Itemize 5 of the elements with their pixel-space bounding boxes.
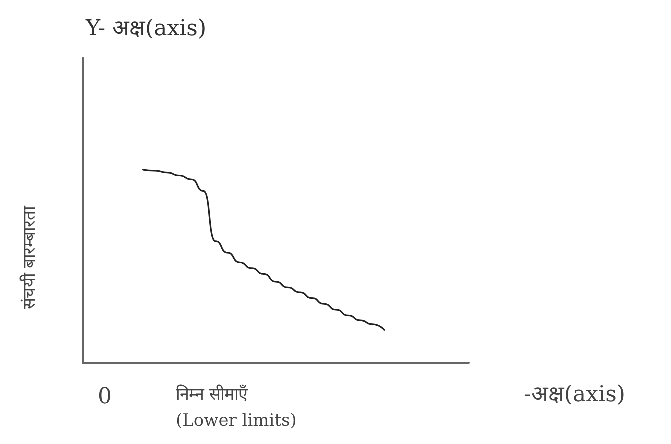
text: -अक्ष(axis) xyxy=(524,382,626,408)
text: 0 xyxy=(98,384,112,410)
y-axis-title: संचयी बारम्बारता xyxy=(19,205,40,310)
x-axis-title: निम्न सीमाएँ (Lower limits) xyxy=(176,384,297,431)
chart-title: Y- अक्ष(axis) xyxy=(85,16,207,42)
